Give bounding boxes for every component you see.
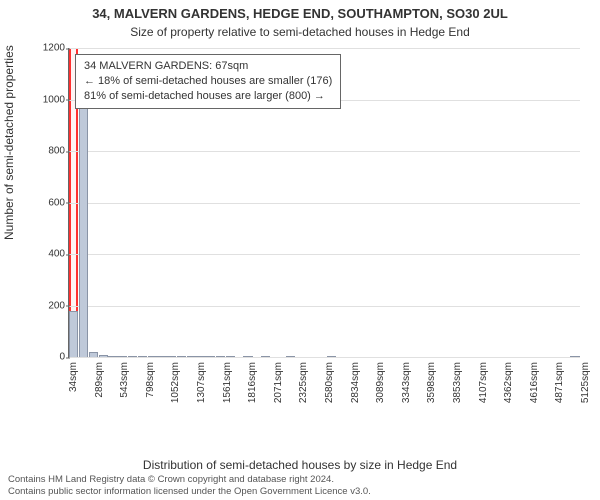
x-tick: 4616sqm (529, 362, 540, 403)
info-box: 34 MALVERN GARDENS: 67sqm ← 18% of semi-… (75, 54, 341, 109)
bar (167, 356, 176, 357)
y-axis-label: Number of semi-detached properties (2, 45, 16, 240)
y-tick: 400 (48, 249, 69, 260)
bar (128, 356, 137, 357)
x-tick: 34sqm (68, 362, 79, 392)
infobox-line2: ← 18% of semi-detached houses are smalle… (84, 74, 332, 89)
bar (148, 356, 157, 357)
x-tick: 4107sqm (478, 362, 489, 403)
bar (157, 356, 166, 357)
bar (286, 356, 295, 357)
chart-title: 34, MALVERN GARDENS, HEDGE END, SOUTHAMP… (0, 0, 600, 23)
bar (206, 356, 215, 357)
bar (138, 356, 147, 357)
bar (108, 356, 117, 357)
bar (226, 356, 235, 357)
x-tick: 798sqm (145, 362, 156, 398)
x-tick: 1561sqm (222, 362, 233, 403)
bar (118, 356, 127, 357)
y-tick: 1200 (43, 43, 69, 54)
x-ticks: 34sqm 289sqm 543sqm 798sqm 1052sqm 1307sqm 156… (68, 358, 580, 418)
footer-line2: Contains public sector information licen… (8, 486, 592, 498)
x-tick: 1307sqm (196, 362, 207, 403)
bar (69, 311, 78, 357)
infobox-line3: 81% of semi-detached houses are larger (… (84, 89, 332, 104)
bar (216, 356, 225, 357)
x-tick: 2834sqm (350, 362, 361, 403)
x-tick: 3853sqm (452, 362, 463, 403)
y-tick: 200 (48, 300, 69, 311)
bar (99, 355, 108, 357)
bar (177, 356, 186, 357)
bar (79, 79, 88, 357)
x-axis-label: Distribution of semi-detached houses by … (0, 458, 600, 472)
x-tick: 2580sqm (324, 362, 335, 403)
y-tick: 1000 (43, 94, 69, 105)
y-tick: 600 (48, 197, 69, 208)
x-tick: 4871sqm (554, 362, 565, 403)
bar (327, 356, 336, 357)
bar (196, 356, 205, 357)
chart-area: 020040060080010001200 34 MALVERN GARDENS… (40, 48, 588, 428)
footer: Contains HM Land Registry data © Crown c… (8, 474, 592, 498)
infobox-line1: 34 MALVERN GARDENS: 67sqm (84, 59, 332, 74)
bar (570, 356, 579, 357)
x-tick: 5125sqm (580, 362, 591, 403)
x-tick: 4362sqm (503, 362, 514, 403)
bar (187, 356, 196, 357)
x-tick: 2071sqm (273, 362, 284, 403)
x-tick: 2325sqm (298, 362, 309, 403)
x-tick: 3343sqm (401, 362, 412, 403)
x-tick: 3089sqm (375, 362, 386, 403)
plot-area: 020040060080010001200 34 MALVERN GARDENS… (68, 48, 580, 358)
chart-container: 34, MALVERN GARDENS, HEDGE END, SOUTHAMP… (0, 0, 600, 500)
x-tick: 1816sqm (247, 362, 258, 403)
x-tick: 1052sqm (170, 362, 181, 403)
y-tick: 800 (48, 146, 69, 157)
x-tick: 543sqm (119, 362, 130, 398)
bar (243, 356, 252, 357)
chart-subtitle: Size of property relative to semi-detach… (0, 23, 600, 39)
bar (89, 352, 98, 357)
x-tick: 289sqm (94, 362, 105, 398)
bar (261, 356, 270, 357)
footer-line1: Contains HM Land Registry data © Crown c… (8, 474, 592, 486)
x-tick: 3598sqm (426, 362, 437, 403)
